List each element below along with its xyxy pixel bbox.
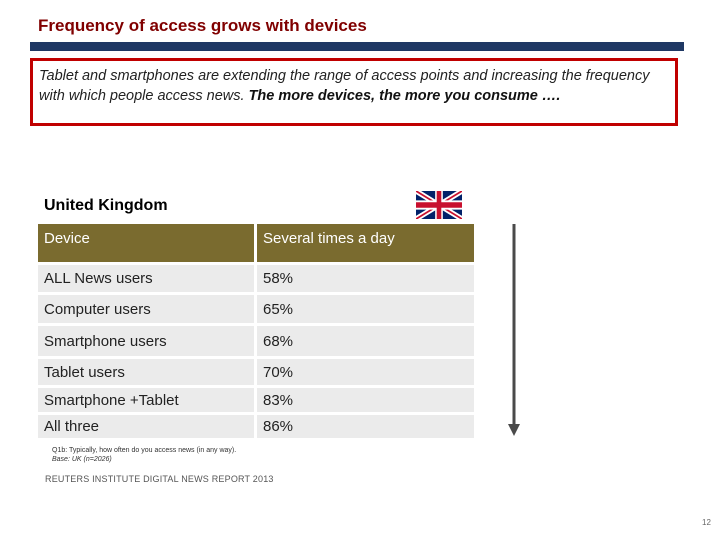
header-frequency: Several times a day xyxy=(257,224,474,262)
footnote-base: Base: UK (n=2026) xyxy=(52,456,112,463)
cell-device: Tablet users xyxy=(38,359,254,385)
callout-intro-text: Tablet and smartphones are extending the… xyxy=(39,68,650,104)
callout-box: Tablet and smartphones are extending the… xyxy=(30,58,678,126)
down-arrow-icon xyxy=(508,224,520,436)
page-number: 12 xyxy=(702,518,711,527)
table-row: All three 86% xyxy=(38,415,474,438)
header-device: Device xyxy=(38,224,254,262)
title-divider xyxy=(30,42,684,51)
cell-value: 83% xyxy=(257,388,474,412)
cell-device: Smartphone users xyxy=(38,326,254,356)
uk-flag-icon xyxy=(416,191,462,219)
table-header-row: Device Several times a day xyxy=(38,224,474,262)
cell-device: Computer users xyxy=(38,295,254,323)
table-row: Smartphone users 68% xyxy=(38,326,474,356)
table-row: Tablet users 70% xyxy=(38,359,474,385)
cell-value: 86% xyxy=(257,415,474,438)
country-label: United Kingdom xyxy=(44,197,168,214)
device-frequency-table: Device Several times a day ALL News user… xyxy=(38,224,474,441)
cell-value: 68% xyxy=(257,326,474,356)
cell-device: Smartphone +Tablet xyxy=(38,388,254,412)
cell-value: 65% xyxy=(257,295,474,323)
slide-title: Frequency of access grows with devices xyxy=(38,16,367,35)
cell-device: ALL News users xyxy=(38,265,254,292)
cell-value: 70% xyxy=(257,359,474,385)
source-label: REUTERS INSTITUTE DIGITAL NEWS REPORT 20… xyxy=(45,474,274,484)
footnote: Q1b: Typically, how often do you access … xyxy=(52,446,236,464)
table-row: Computer users 65% xyxy=(38,295,474,323)
cell-value: 58% xyxy=(257,265,474,292)
callout-emphasis-text: The more devices, the more you consume …… xyxy=(248,88,561,104)
cell-device: All three xyxy=(38,415,254,438)
table-row: Smartphone +Tablet 83% xyxy=(38,388,474,412)
table-row: ALL News users 58% xyxy=(38,265,474,292)
footnote-question: Q1b: Typically, how often do you access … xyxy=(52,447,237,454)
